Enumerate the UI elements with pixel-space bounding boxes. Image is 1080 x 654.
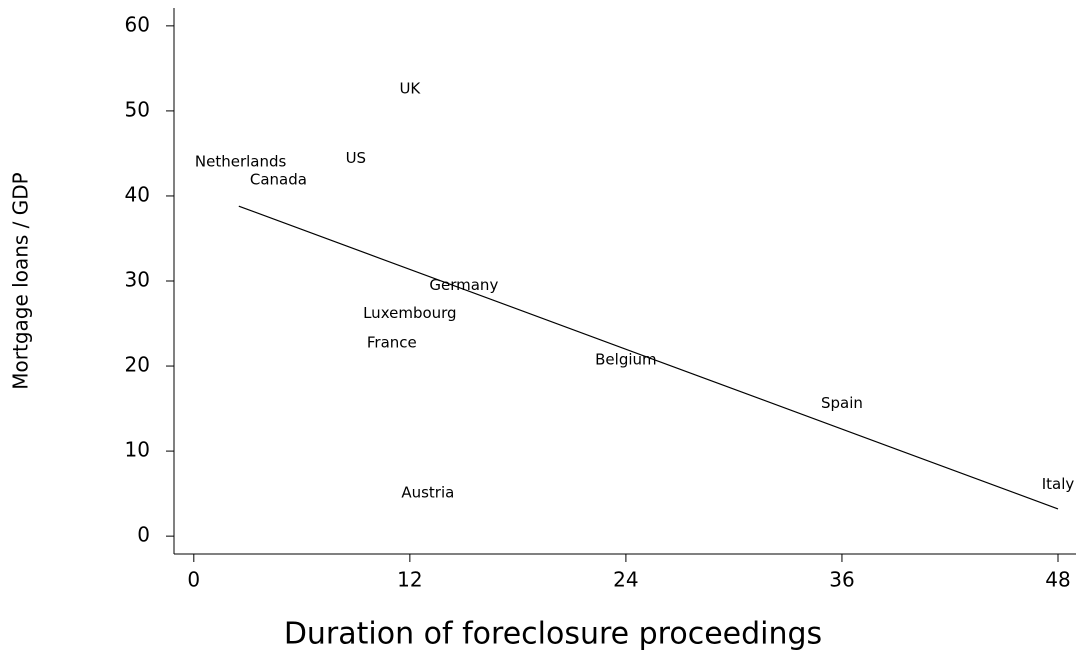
y-axis-title: Mortgage loans / GDP <box>9 172 33 389</box>
point-label: Luxembourg <box>363 304 457 322</box>
point-label: Canada <box>250 170 307 188</box>
point-label: UK <box>399 79 421 97</box>
y-tick-label: 0 <box>137 523 150 547</box>
point-label: Germany <box>429 276 498 294</box>
point-label: Austria <box>401 483 454 501</box>
y-tick-label: 60 <box>125 12 150 36</box>
point-label: Italy <box>1042 475 1075 493</box>
point-label: Spain <box>821 394 863 412</box>
y-tick-label: 10 <box>125 438 150 462</box>
x-tick-label: 36 <box>829 568 854 592</box>
x-axis-title: Duration of foreclosure proceedings <box>284 617 822 652</box>
point-label: France <box>367 334 417 352</box>
point-label: Belgium <box>595 351 657 369</box>
y-tick-label: 50 <box>125 97 150 121</box>
x-tick-label: 0 <box>187 568 200 592</box>
point-label: Netherlands <box>195 152 287 170</box>
point-label: US <box>346 149 367 167</box>
x-tick-label: 12 <box>397 568 422 592</box>
y-tick-label: 20 <box>125 353 150 377</box>
x-tick-label: 48 <box>1045 568 1070 592</box>
x-tick-label: 24 <box>613 568 638 592</box>
fit-line <box>238 205 1059 510</box>
y-tick-label: 40 <box>125 182 150 206</box>
y-tick-label: 30 <box>125 268 150 292</box>
